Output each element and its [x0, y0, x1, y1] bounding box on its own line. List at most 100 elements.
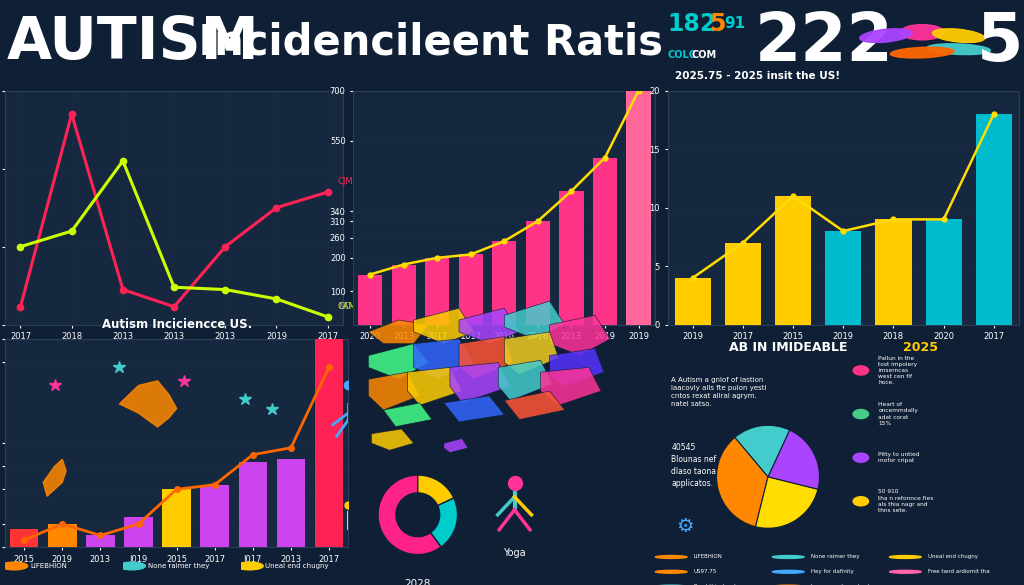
Text: 5: 5: [710, 12, 726, 36]
Circle shape: [853, 366, 868, 375]
Wedge shape: [378, 475, 441, 555]
Text: 2025: 2025: [903, 342, 938, 355]
Bar: [976, 114, 1012, 325]
Text: 91: 91: [724, 16, 745, 31]
Bar: [876, 219, 911, 325]
Bar: [10, 528, 39, 547]
Circle shape: [655, 570, 687, 573]
Bar: [314, 339, 343, 547]
Bar: [675, 278, 711, 325]
Text: CJM: CJM: [338, 177, 353, 186]
Text: CAM: CAM: [338, 302, 356, 311]
Polygon shape: [414, 339, 474, 379]
Bar: [775, 196, 811, 325]
Polygon shape: [369, 372, 420, 410]
Text: Uneal end chugny: Uneal end chugny: [928, 555, 978, 559]
Ellipse shape: [860, 29, 912, 43]
Wedge shape: [431, 498, 458, 547]
Text: US97.75: US97.75: [694, 569, 717, 574]
Circle shape: [119, 562, 145, 570]
Polygon shape: [43, 459, 67, 496]
Bar: [48, 524, 77, 547]
Bar: [239, 462, 267, 547]
Polygon shape: [120, 381, 176, 427]
Text: A Autism a gnlof of lastion
laacovly alls fte pulon yesti
cntos rexat allral agr: A Autism a gnlof of lastion laacovly all…: [671, 377, 767, 407]
Wedge shape: [418, 475, 454, 505]
Wedge shape: [768, 430, 819, 489]
Bar: [358, 274, 382, 325]
Text: Hey for dafinity: Hey for dafinity: [811, 569, 854, 574]
Bar: [276, 459, 305, 547]
Polygon shape: [504, 301, 564, 339]
Text: LIFEBHION: LIFEBHION: [30, 563, 67, 569]
Bar: [559, 191, 584, 325]
Polygon shape: [408, 367, 462, 405]
Wedge shape: [717, 438, 768, 526]
Polygon shape: [459, 336, 513, 379]
Circle shape: [237, 562, 263, 570]
Bar: [425, 258, 450, 325]
Text: Pitty to untied
mofor cripat: Pitty to untied mofor cripat: [879, 452, 920, 463]
Bar: [926, 219, 962, 325]
Bar: [593, 157, 617, 325]
Text: Pand this deset on my: Pand this deset on my: [694, 584, 756, 585]
Text: Incidencileent Ratis: Incidencileent Ratis: [183, 22, 663, 63]
Circle shape: [772, 556, 804, 559]
Text: 2028: 2028: [404, 579, 431, 585]
Text: 40545
Blounas nef
dlaso taona
applicatos.: 40545 Blounas nef dlaso taona applicatos…: [671, 443, 716, 487]
Polygon shape: [550, 349, 604, 386]
Text: None raimer they: None raimer they: [147, 563, 209, 569]
Bar: [493, 241, 516, 325]
Polygon shape: [504, 332, 559, 374]
Ellipse shape: [900, 25, 944, 40]
Polygon shape: [383, 403, 432, 426]
Polygon shape: [372, 429, 414, 450]
Bar: [201, 484, 229, 547]
Wedge shape: [735, 425, 790, 477]
Text: Heart of
oncemmdally
adat corat
15%: Heart of oncemmdally adat corat 15%: [879, 402, 919, 426]
Wedge shape: [756, 477, 818, 528]
Polygon shape: [450, 363, 510, 403]
Polygon shape: [369, 320, 429, 344]
Text: ⚙: ⚙: [677, 517, 694, 536]
Text: Autism Inciciencce US.: Autism Inciciencce US.: [101, 318, 252, 331]
Text: Uneal end chugny: Uneal end chugny: [265, 563, 329, 569]
Circle shape: [890, 570, 922, 573]
Circle shape: [853, 410, 868, 419]
Bar: [163, 489, 190, 547]
Text: Yoga: Yoga: [503, 548, 526, 558]
Text: COLC: COLC: [668, 50, 696, 60]
Polygon shape: [369, 344, 429, 379]
Text: hacose and or reboak.: hacose and or reboak.: [811, 584, 872, 585]
Polygon shape: [443, 439, 468, 453]
Text: AB IN IMIDEABLE: AB IN IMIDEABLE: [729, 342, 852, 355]
Polygon shape: [459, 308, 519, 344]
Ellipse shape: [891, 47, 954, 58]
Circle shape: [853, 453, 868, 462]
Circle shape: [853, 497, 868, 506]
Circle shape: [655, 556, 687, 559]
Bar: [627, 91, 650, 325]
Bar: [124, 517, 153, 547]
Text: 50 910
tha n refonnce fies
als thia nagr and
thns sete.: 50 910 tha n refonnce fies als thia nagr…: [879, 490, 934, 513]
Circle shape: [890, 556, 922, 559]
Polygon shape: [583, 99, 1024, 304]
Bar: [525, 221, 550, 325]
Circle shape: [772, 570, 804, 573]
Polygon shape: [504, 391, 564, 419]
Text: None raimer they: None raimer they: [811, 555, 859, 559]
Polygon shape: [443, 396, 504, 422]
Text: 5: 5: [977, 9, 1023, 75]
Text: AUTISM: AUTISM: [6, 14, 259, 71]
Polygon shape: [414, 308, 474, 344]
Text: 2025.75 - 2025 insit the US!: 2025.75 - 2025 insit the US!: [675, 71, 840, 81]
Ellipse shape: [927, 44, 990, 54]
Ellipse shape: [933, 29, 985, 43]
Text: LIFEBHION: LIFEBHION: [694, 555, 723, 559]
Circle shape: [1, 562, 28, 570]
Bar: [391, 264, 416, 325]
Bar: [825, 231, 861, 325]
Text: Pallun in the
tost impolery
imserncas
west cen fif
hoce.: Pallun in the tost impolery imserncas we…: [879, 356, 918, 386]
Polygon shape: [499, 360, 553, 401]
Polygon shape: [550, 315, 610, 356]
